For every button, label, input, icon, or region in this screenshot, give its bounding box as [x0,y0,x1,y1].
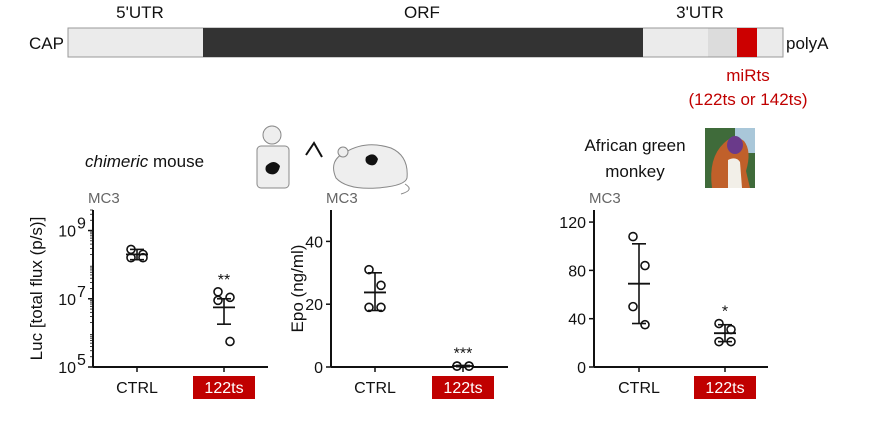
transfer-arrow-icon [305,141,323,158]
x-tick-label: 122ts [204,380,243,397]
human-icon [256,125,290,189]
chart-panel-3: MC3 0 40 80 120 CTRL 122ts * [559,190,768,399]
y-axis-label: Luc [total flux (p/s)] [27,217,46,361]
liver-icon [265,162,280,175]
category-highlight-box [694,376,756,399]
data-point [225,336,235,347]
polya-label: polyA [786,34,829,53]
significance-marker: ** [218,272,230,289]
monkey-panel-title-line2: monkey [605,162,665,181]
significance-marker: * [722,304,728,321]
y-tick-label: 0 [314,360,323,377]
monkey-panel-title-line1: African green [584,136,685,155]
x-tick-label: 122ts [705,380,744,397]
mirts-detail-label: (122ts or 142ts) [688,90,807,109]
data-point [628,301,638,312]
data-point [213,287,223,297]
category-highlight-box [193,376,255,399]
y-tick-label: 80 [568,263,586,280]
y-tick-label: 20 [305,297,323,314]
data-point [628,231,638,242]
y-tick-exponent: 9 [77,216,86,233]
x-tick-label: 122ts [443,380,482,397]
utr5-label: 5'UTR [116,3,164,22]
y-axis-label: Epo (ng/ml) [288,245,307,333]
mirts-region [737,28,757,57]
category-highlight-box [432,376,494,399]
x-tick-label: CTRL [116,380,158,397]
y-tick-label: 40 [568,312,586,329]
utr3-inner-region [708,28,737,57]
cap-label: CAP [29,34,64,53]
orf-label: ORF [404,3,440,22]
data-point [640,260,650,271]
utr3-label: 3'UTR [676,3,724,22]
data-point [376,280,386,291]
y-tick-label: 0 [577,360,586,377]
mouse-panel-title: chimeric mouse [85,152,204,171]
data-point [640,319,650,330]
y-tick-label: 40 [305,234,323,251]
data-point [225,292,235,303]
y-tick-label: 10 [58,292,76,309]
data-point [213,295,223,306]
y-tick-exponent: 7 [77,284,86,301]
mirts-label: miRts [726,66,769,85]
y-tick-label: 10 [58,360,76,377]
significance-marker: *** [454,345,473,362]
x-tick-label: CTRL [354,380,396,397]
data-point [364,302,374,313]
orf-region [203,28,643,57]
chart-subtitle: MC3 [88,190,120,207]
y-tick-label: 10 [58,224,76,241]
chart-subtitle: MC3 [589,190,621,207]
data-point [364,264,374,275]
data-point [714,318,724,329]
y-tick-label: 120 [559,215,586,232]
data-point [376,302,386,313]
x-tick-label: CTRL [618,380,660,397]
monkey-photo [705,128,755,188]
y-tick-exponent: 5 [77,352,86,369]
mouse-icon [333,144,410,195]
chart-subtitle: MC3 [326,190,358,207]
mrna-construct: 5'UTR ORF 3'UTR CAP polyA miRts (122ts o… [29,3,829,109]
